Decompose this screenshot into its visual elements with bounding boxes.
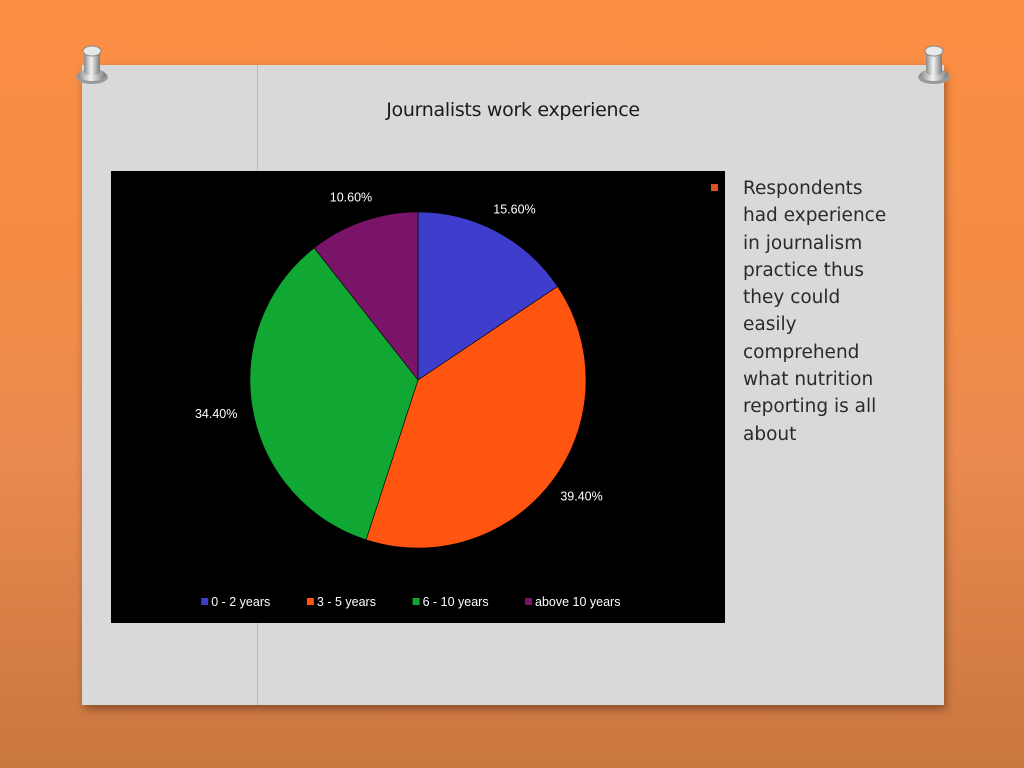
slide-board: Journalists work experience 15.60% 39.40%…: [82, 65, 944, 705]
pie-chart: 15.60% 39.40% 34.40% 10.60% 0 - 2 years 3 - 5…: [195, 191, 621, 609]
pie-slice-4: [313, 211, 419, 381]
legend-label-2: 3 - 5 years: [317, 595, 376, 609]
right-pushpin-icon: [918, 45, 950, 84]
bullet-paragraph: Respondents had experience in journalism…: [743, 178, 887, 445]
legend-label-4: above 10 years: [535, 595, 620, 609]
legend-swatch-4: [525, 598, 532, 605]
legend-swatch-3: [412, 598, 420, 605]
data-label-3: 34.40%: [195, 407, 237, 421]
data-label-1: 15.60%: [493, 203, 535, 217]
data-label-4: 10.60%: [330, 191, 372, 205]
left-pushpin-icon: [76, 45, 108, 84]
legend-label-1: 0 - 2 years: [211, 595, 270, 609]
side-bullet-text: Respondents had experience in journalism…: [711, 175, 933, 448]
data-label-2: 39.40%: [560, 489, 602, 503]
pie-slice-1: [417, 211, 558, 381]
legend-swatch-1: [201, 598, 209, 605]
chart-panel: 15.60% 39.40% 34.40% 10.60% 0 - 2 years 3 - 5…: [111, 171, 725, 623]
bullet-square-icon: [711, 184, 718, 191]
pie-slice-2: [365, 286, 587, 549]
legend-swatch-2: [306, 598, 314, 605]
pie-slice-3: [249, 247, 419, 541]
legend-label-3: 6 - 10 years: [423, 595, 489, 609]
slide-title: Journalists work experience: [386, 99, 640, 121]
